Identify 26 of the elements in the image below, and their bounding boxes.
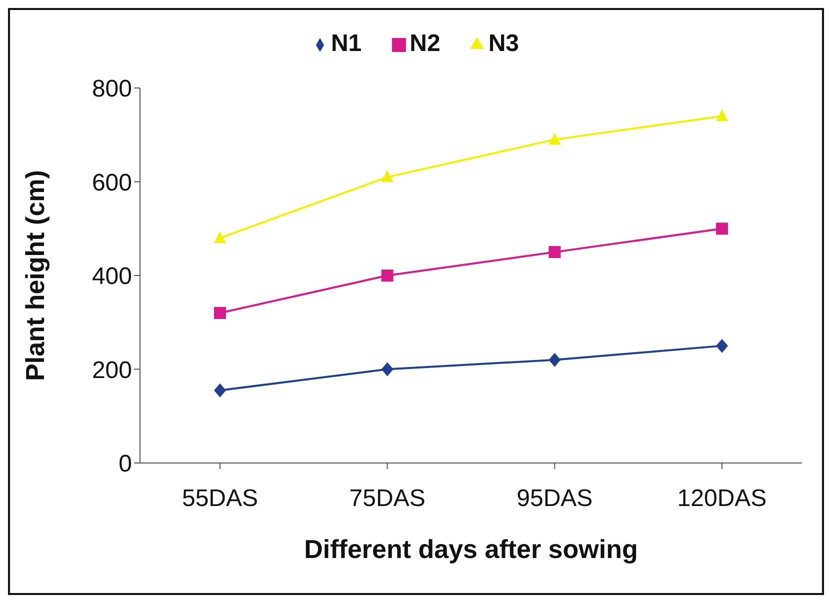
y-tick-label: 400 <box>92 263 132 290</box>
point <box>214 231 226 243</box>
x-tick-label: 120DAS <box>677 485 767 512</box>
legend-label: N3 <box>488 30 520 57</box>
point <box>548 246 561 258</box>
y-tick-label: 800 <box>92 76 132 103</box>
y-tick-label: 600 <box>92 169 132 196</box>
point <box>214 307 226 319</box>
point <box>716 222 728 235</box>
legend-label: N1 <box>330 30 362 57</box>
point <box>214 383 226 398</box>
x-tick-label: 95DAS <box>516 485 593 512</box>
point <box>381 270 394 282</box>
point <box>548 132 561 145</box>
point <box>381 362 394 376</box>
y-axis-title: Plant height (cm) <box>20 170 50 381</box>
point <box>716 109 728 122</box>
point <box>716 338 728 353</box>
y-tick-label: 200 <box>92 356 132 384</box>
x-tick-label: 75DAS <box>349 485 426 512</box>
legend-label: N2 <box>410 30 440 57</box>
y-tick-label: 0 <box>118 450 132 478</box>
point <box>381 170 394 182</box>
point <box>548 352 561 367</box>
x-tick-label: 55DAS <box>182 485 258 512</box>
x-axis-title: Different days after sowing <box>304 534 638 564</box>
